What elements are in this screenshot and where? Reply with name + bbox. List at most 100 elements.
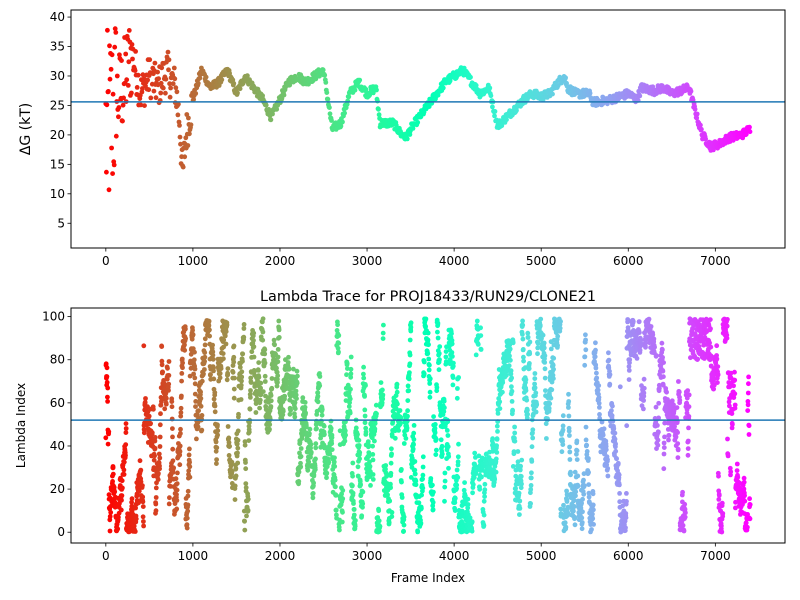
lambda-trace-x-tick-label: 5000 [526,549,557,563]
lambda-point [388,485,393,491]
lambda-point [454,395,460,401]
lambda-point [268,398,274,404]
lambda-point [434,385,440,390]
lambda-point [363,425,369,431]
lambda-point [258,380,264,386]
delta-g-point [473,83,479,88]
lambda-point [177,443,183,449]
delta-g-x-tick-label: 0 [102,254,110,268]
lambda-point [572,522,578,528]
lambda-point [178,405,184,411]
lambda-point [560,413,566,419]
lambda-point [433,452,439,457]
lambda-point [107,514,113,519]
lambda-point [542,360,548,365]
lambda-point [363,429,369,435]
lambda-point [324,470,330,476]
lambda-point [221,356,226,362]
lambda-point [233,473,239,479]
lambda-point [442,470,448,476]
lambda-point [394,389,400,395]
delta-g-point [694,115,700,121]
lambda-point [579,515,585,521]
lambda-point [470,490,475,496]
lambda-point [202,336,208,342]
lambda-point [187,373,193,379]
lambda-point [151,473,157,479]
lambda-point [383,466,388,472]
lambda-point [198,403,204,409]
lambda-point [533,390,539,396]
lambda-point [746,432,752,437]
lambda-point [380,396,386,402]
lambda-point [562,520,568,526]
delta-g-point [268,117,274,123]
lambda-point [362,420,368,426]
lambda-point [408,328,414,334]
lambda-point [166,501,172,507]
lambda-point [594,375,600,381]
lambda-point [212,403,218,409]
lambda-point [152,435,158,440]
lambda-point [383,463,389,468]
lambda-point [235,428,241,434]
delta-g-x-tick-label: 7000 [700,254,731,268]
lambda-point [661,374,666,380]
lambda-point [136,488,142,494]
delta-g-x-tick-label: 3000 [352,254,383,268]
lambda-point [661,440,667,446]
lambda-point [527,361,532,366]
lambda-point [626,368,632,373]
lambda-point [104,380,110,385]
lambda-point [370,472,376,477]
lambda-point [170,458,176,464]
lambda-point [262,373,268,379]
lambda-point [202,350,208,355]
lambda-point [455,475,461,480]
lambda-point [512,430,518,436]
delta-g-point [376,112,382,118]
lambda-point [319,407,325,412]
lambda-point [419,505,424,511]
lambda-point [235,437,241,443]
lambda-point [494,450,500,455]
lambda-point [431,414,436,419]
delta-g-point [158,90,164,96]
lambda-point [434,447,439,453]
lambda-point [302,400,308,405]
lambda-point [159,344,165,349]
lambda-point [426,367,432,373]
lambda-point [104,374,110,379]
lambda-point [192,375,198,381]
lambda-point [275,359,281,365]
lambda-point [226,453,232,458]
lambda-point [652,344,657,350]
lambda-point [747,496,752,502]
delta-g-point [133,49,139,54]
lambda-point [719,500,725,506]
lambda-point [105,394,110,400]
lambda-point [331,459,337,465]
lambda-point [133,505,139,511]
delta-g-point [338,123,344,129]
lambda-point [123,430,129,435]
delta-g-point [170,81,176,87]
lambda-point [231,359,237,365]
lambda-point [586,482,592,487]
lambda-point [353,518,358,523]
lambda-point [191,357,197,363]
lambda-trace-x-tick-label: 3000 [352,549,383,563]
lambda-point [303,410,308,416]
lambda-point [407,352,413,358]
lambda-point [450,354,455,359]
lambda-point [421,371,427,377]
lambda-point [142,399,148,405]
lambda-point [245,496,251,502]
lambda-point [308,442,314,447]
lambda-point [401,528,406,534]
lambda-point [724,323,730,329]
lambda-point [129,496,135,502]
lambda-point [452,496,458,501]
lambda-trace-x-tick-label: 4000 [439,549,470,563]
delta-g-point [113,30,119,35]
